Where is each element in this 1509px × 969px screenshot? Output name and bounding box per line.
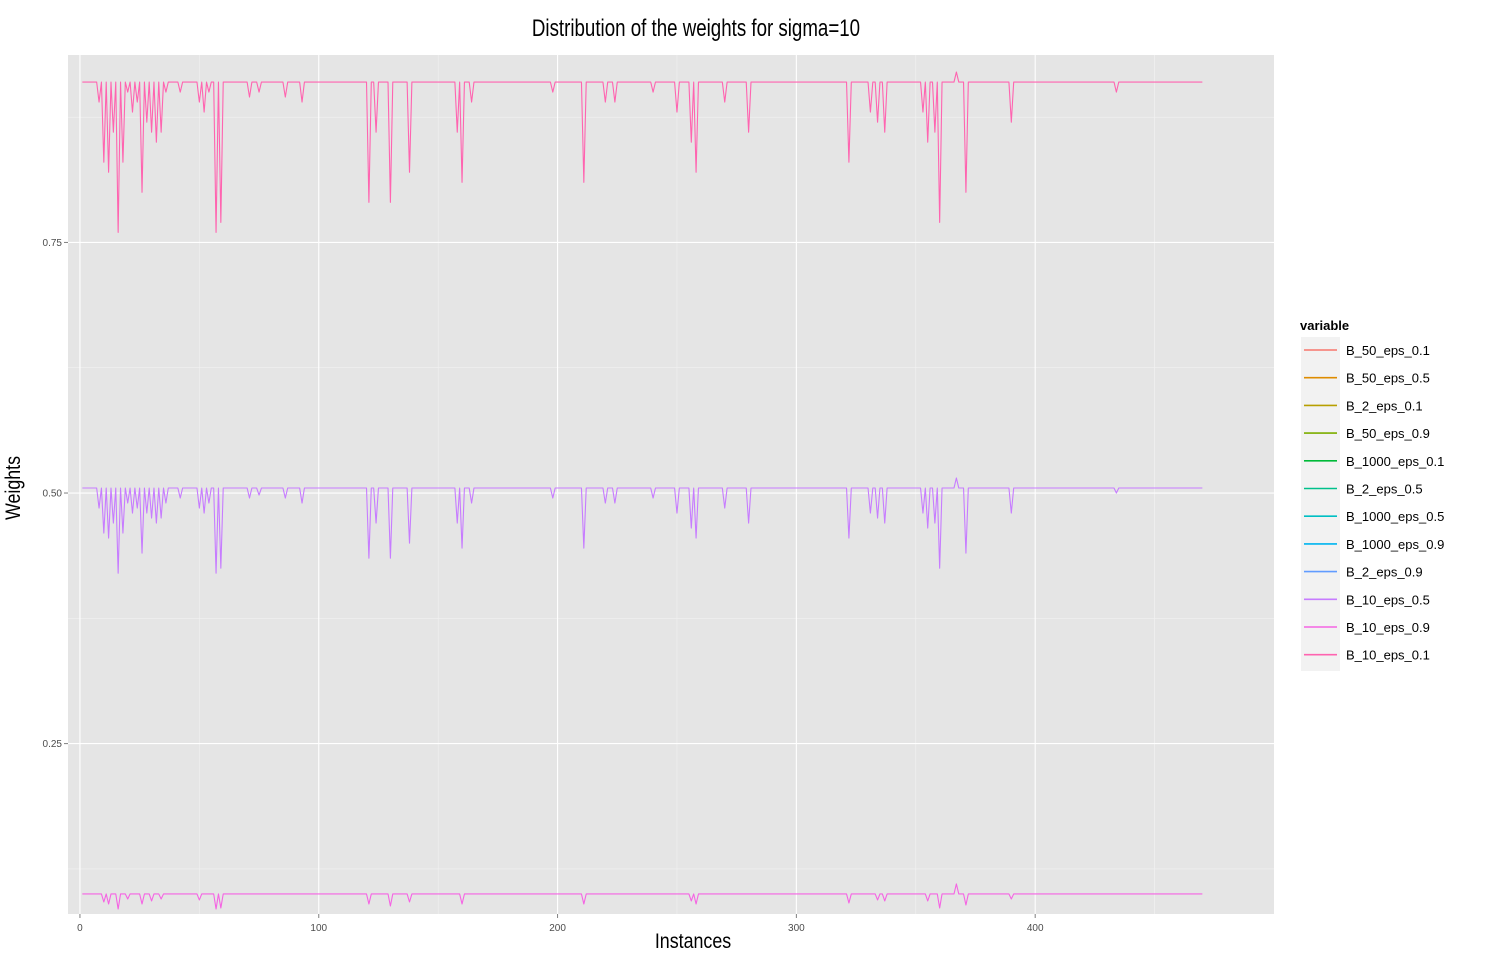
legend-title: variable [1300,318,1349,333]
legend-label: B_50_eps_0.1 [1346,343,1430,358]
legend-label: B_2_eps_0.5 [1346,482,1423,497]
legend-label: B_2_eps_0.9 [1346,565,1423,580]
legend-label: B_10_eps_0.5 [1346,592,1430,607]
minor-gridlines [68,55,1274,914]
plot-panel [68,55,1274,914]
x-tick-label: 400 [1027,923,1044,934]
y-axis-title: Weights [2,456,26,520]
x-axis-ticks: 0 100 200 300 400 [77,914,1044,934]
legend-label: B_1000_eps_0.1 [1346,454,1444,469]
legend-label: B_1000_eps_0.9 [1346,537,1444,552]
x-tick-label: 200 [549,923,566,934]
legend-label: B_1000_eps_0.5 [1346,509,1444,524]
series-line-B_10_eps_0.9 [82,883,1203,910]
legend-label: B_50_eps_0.5 [1346,371,1430,386]
series-layer [82,71,1203,910]
y-axis-ticks: 0.25 0.50 0.75 [43,238,68,750]
legend-label: B_50_eps_0.9 [1346,426,1430,441]
legend-label: B_2_eps_0.1 [1346,398,1423,413]
legend-key-background [1301,337,1340,671]
legend-label: B_10_eps_0.9 [1346,620,1430,635]
y-tick-label: 0.75 [43,238,63,249]
y-tick-label: 0.25 [43,739,63,750]
y-tick-label: 0.50 [43,489,63,500]
x-tick-label: 0 [77,923,83,934]
legend: variable B_50_eps_0.1 B_50_eps_0.5 B_2_eps… [1300,318,1444,671]
major-gridlines [68,55,1274,914]
x-axis-title: Instances [655,930,732,954]
chart-title: Distribution of the weights for sigma=10 [532,15,860,42]
x-tick-label: 300 [788,923,805,934]
legend-label: B_10_eps_0.1 [1346,648,1430,663]
x-tick-label: 100 [310,923,327,934]
series-line-B_10_eps_0.5 [82,477,1203,574]
series-line-B_10_eps_0.1 [82,71,1203,233]
